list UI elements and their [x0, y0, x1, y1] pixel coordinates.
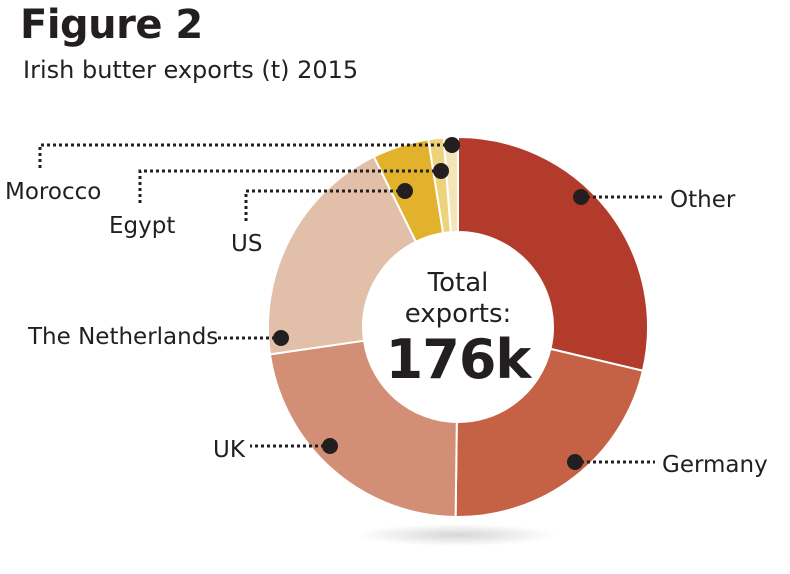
center-value: 176k	[386, 328, 533, 391]
slice-label-uk: UK	[213, 437, 246, 463]
slice-label-us: US	[231, 231, 262, 257]
figure-title: Figure 2	[20, 2, 203, 48]
center-label-line1: Total	[427, 268, 489, 298]
marker-dot-germany	[567, 454, 583, 470]
slice-label-egypt: Egypt	[109, 213, 175, 239]
leader-line-us	[244, 189, 405, 222]
marker-dot-other	[573, 189, 589, 205]
marker-dot-the-netherlands	[273, 330, 289, 346]
donut-hole	[363, 232, 553, 422]
figure-subtitle: Irish butter exports (t) 2015	[23, 56, 359, 84]
center-label-line2: exports:	[405, 299, 512, 329]
slice-label-morocco: Morocco	[5, 179, 101, 205]
marker-dot-morocco	[444, 137, 460, 153]
marker-dot-egypt	[433, 163, 449, 179]
leader-line-egypt	[138, 169, 441, 203]
slice-label-the-netherlands: The Netherlands	[27, 324, 218, 350]
slice-the-netherlands	[267, 155, 418, 356]
slice-label-germany: Germany	[662, 452, 768, 478]
marker-dot-us	[397, 183, 413, 199]
chart-shadow	[357, 524, 557, 546]
leader-line-morocco	[38, 143, 452, 168]
marker-dot-uk	[322, 438, 338, 454]
slice-label-other: Other	[670, 187, 736, 213]
